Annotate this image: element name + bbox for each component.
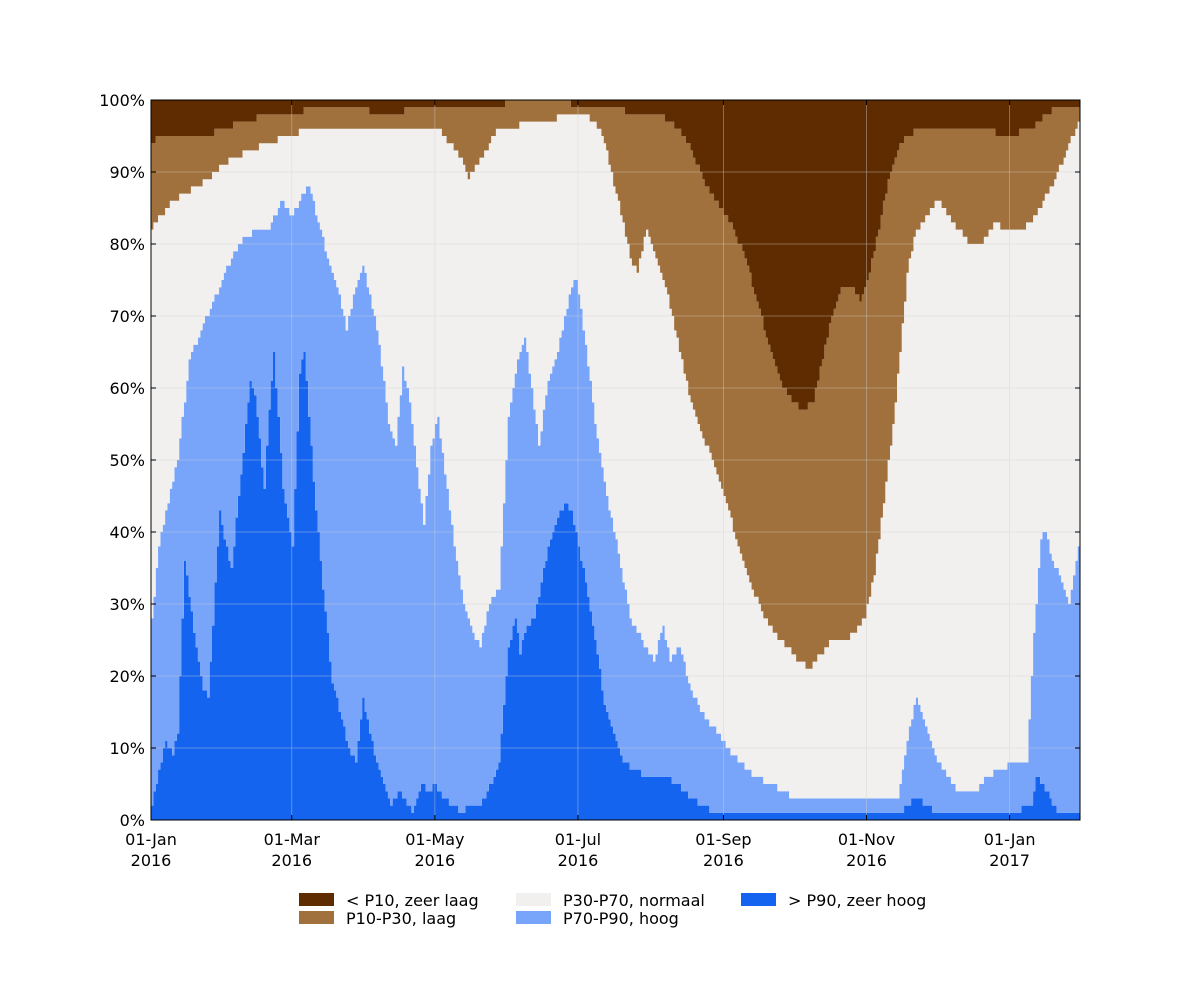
x-tick-label-year: 2016 bbox=[271, 851, 312, 870]
area-bands bbox=[151, 100, 1080, 820]
x-tick-label: 01-Nov bbox=[838, 830, 895, 849]
legend-label: < P10, zeer laag bbox=[346, 891, 479, 910]
y-tick-label: 50% bbox=[109, 451, 145, 470]
y-tick-label: 0% bbox=[120, 811, 145, 830]
x-tick-label: 01-Jan bbox=[984, 830, 1036, 849]
y-tick-label: 20% bbox=[109, 667, 145, 686]
legend-label: > P90, zeer hoog bbox=[788, 891, 926, 910]
legend-label: P70-P90, hoog bbox=[563, 909, 679, 928]
legend-swatch bbox=[516, 911, 551, 924]
y-tick-label: 80% bbox=[109, 235, 145, 254]
area-band-p30_p70 bbox=[151, 114, 1080, 799]
legend-item: P10-P30, laag bbox=[299, 909, 456, 928]
axis-ticks bbox=[150, 99, 1080, 821]
grid-lines bbox=[151, 100, 1080, 820]
legend-label: P10-P30, laag bbox=[346, 909, 456, 928]
area-band-p70_p90 bbox=[151, 186, 1080, 813]
x-tick-label-year: 2016 bbox=[703, 851, 744, 870]
legend-item: P70-P90, hoog bbox=[516, 909, 679, 928]
x-tick-label-year: 2016 bbox=[415, 851, 456, 870]
y-axis-tick-labels: 0% 10% 20% 30% 40% 50% 60% 70% 80% 90% 100% bbox=[99, 91, 145, 830]
area-band-p10_p30 bbox=[151, 100, 1080, 669]
x-tick-label: 01-Jul bbox=[555, 830, 601, 849]
y-tick-label: 40% bbox=[109, 523, 145, 542]
area-band-gt_p90 bbox=[151, 352, 1080, 820]
x-tick-label: 01-Jan bbox=[125, 830, 177, 849]
legend-swatch bbox=[299, 911, 334, 924]
x-tick-label-year: 2016 bbox=[131, 851, 172, 870]
x-tick-label-year: 2016 bbox=[846, 851, 887, 870]
legend-item: > P90, zeer hoog bbox=[741, 891, 926, 910]
x-axis-tick-labels: 01-Jan 2016 01-Mar 2016 01-May 2016 01-Jul 2016… bbox=[125, 830, 1035, 870]
legend-label: P30-P70, normaal bbox=[563, 891, 705, 910]
legend-item: < P10, zeer laag bbox=[299, 891, 479, 910]
y-tick-label: 70% bbox=[109, 307, 145, 326]
y-tick-label: 30% bbox=[109, 595, 145, 614]
y-tick-label: 10% bbox=[109, 739, 145, 758]
legend-swatch bbox=[516, 893, 551, 906]
legend-swatch bbox=[741, 893, 776, 906]
x-tick-label: 01-May bbox=[405, 830, 464, 849]
legend-swatch bbox=[299, 893, 334, 906]
y-tick-label: 100% bbox=[99, 91, 145, 110]
legend-item: P30-P70, normaal bbox=[516, 891, 705, 910]
y-tick-label: 60% bbox=[109, 379, 145, 398]
x-tick-label-year: 2017 bbox=[989, 851, 1030, 870]
area-band-lt_p10 bbox=[151, 100, 1080, 410]
x-tick-label: 01-Sep bbox=[695, 830, 751, 849]
y-tick-label: 90% bbox=[109, 163, 145, 182]
x-tick-label-year: 2016 bbox=[558, 851, 599, 870]
x-tick-label: 01-Mar bbox=[264, 830, 321, 849]
